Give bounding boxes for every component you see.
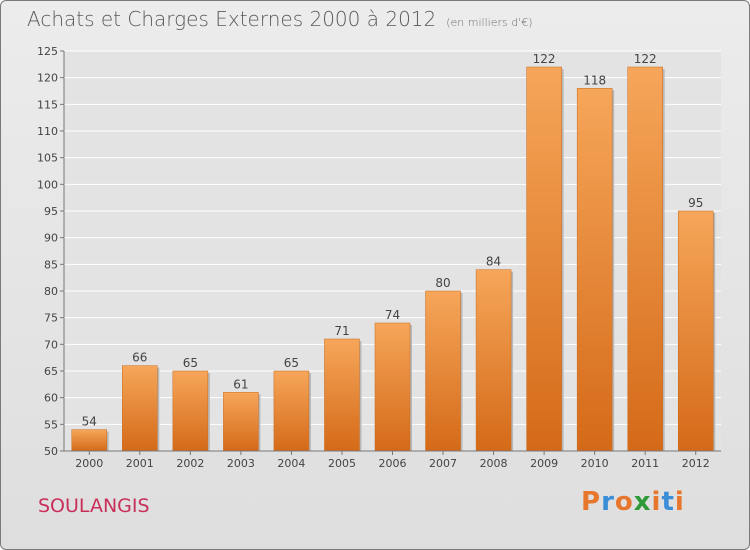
data-label-2008: 84 <box>486 255 501 269</box>
data-label-2002: 65 <box>183 356 198 370</box>
y-tick-label: 105 <box>37 152 58 165</box>
data-label-2006: 74 <box>385 308 400 322</box>
data-label-2005: 71 <box>334 324 349 338</box>
y-tick-label: 85 <box>44 258 58 271</box>
y-tick-label: 90 <box>44 232 58 245</box>
y-tick-label: 80 <box>44 285 58 298</box>
logo-letter: P <box>581 487 602 517</box>
bar-2012 <box>677 210 714 452</box>
chart-title: Achats et Charges Externes 2000 à 2012 (e… <box>27 7 533 31</box>
data-label-2003: 61 <box>233 377 248 391</box>
logo-letter: o <box>614 487 634 517</box>
logo-letter: i <box>651 487 662 517</box>
x-tick-label-2006: 2006 <box>379 457 407 470</box>
bar-2002 <box>172 370 209 452</box>
bar-2011 <box>627 66 663 452</box>
data-label-2001: 66 <box>132 351 147 365</box>
bar-2009 <box>526 66 562 452</box>
x-tick-label-2005: 2005 <box>328 457 356 470</box>
logo-letter: t <box>661 487 675 517</box>
x-tick-label-2008: 2008 <box>480 457 508 470</box>
chart-title-text: Achats et Charges Externes 2000 à 2012 <box>27 7 437 31</box>
proxiti-logo: Proxiti <box>581 487 685 517</box>
data-label-2009: 122 <box>533 52 556 66</box>
x-tick-label-2003: 2003 <box>227 457 255 470</box>
x-tick-label-2010: 2010 <box>581 457 609 470</box>
y-tick-label: 60 <box>44 392 58 405</box>
axes: 50 55 60 65 70 75 80 85 90 95 100 105 110 115 120 125 20… <box>37 45 721 470</box>
y-tick-label: 115 <box>37 98 58 111</box>
data-label-2011: 122 <box>634 52 657 66</box>
y-tick-label: 75 <box>44 312 58 325</box>
x-tick-label-2009: 2009 <box>530 457 558 470</box>
x-tick-label-2007: 2007 <box>429 457 457 470</box>
commune-name: SOULANGIS <box>38 495 150 517</box>
x-tick-label-2001: 2001 <box>126 457 154 470</box>
chart-unit: (en milliers d'€) <box>446 16 533 29</box>
bar-2007 <box>425 290 461 452</box>
bar-2000 <box>71 429 108 452</box>
data-label-2010: 118 <box>583 73 606 87</box>
bar-2003 <box>223 392 259 452</box>
logo-letter: r <box>601 487 615 517</box>
y-tick-label: 110 <box>37 125 58 138</box>
y-tick-label: 65 <box>44 365 58 378</box>
y-tick-label: 70 <box>44 338 58 351</box>
x-tick-label-2012: 2012 <box>682 457 710 470</box>
y-tick-label: 95 <box>44 205 58 218</box>
bars: 54 66 65 61 65 71 74 80 84 122 118 122 95 <box>71 52 716 452</box>
bar-2004 <box>273 370 310 452</box>
y-tick-label: 100 <box>37 178 58 191</box>
x-tick-label-2002: 2002 <box>176 457 204 470</box>
y-tick-label: 50 <box>44 445 58 458</box>
data-label-2004: 65 <box>284 356 299 370</box>
logo-letter: x <box>633 487 652 517</box>
y-tick-label: 120 <box>37 72 58 85</box>
y-tick-label: 125 <box>37 45 58 58</box>
x-tick-label-2011: 2011 <box>631 457 659 470</box>
data-label-2007: 80 <box>435 276 450 290</box>
bar-2001 <box>122 365 158 452</box>
bar-2006 <box>374 322 411 452</box>
bar-2005 <box>324 338 360 452</box>
bar-2010 <box>576 88 613 452</box>
x-tick-label-2004: 2004 <box>277 457 305 470</box>
data-label-2000: 54 <box>82 415 97 429</box>
logo-letter: i <box>674 487 685 517</box>
y-tick-label: 55 <box>44 418 58 431</box>
bar-2008 <box>475 269 512 452</box>
x-tick-label-2000: 2000 <box>75 457 103 470</box>
data-label-2012: 95 <box>688 196 703 210</box>
